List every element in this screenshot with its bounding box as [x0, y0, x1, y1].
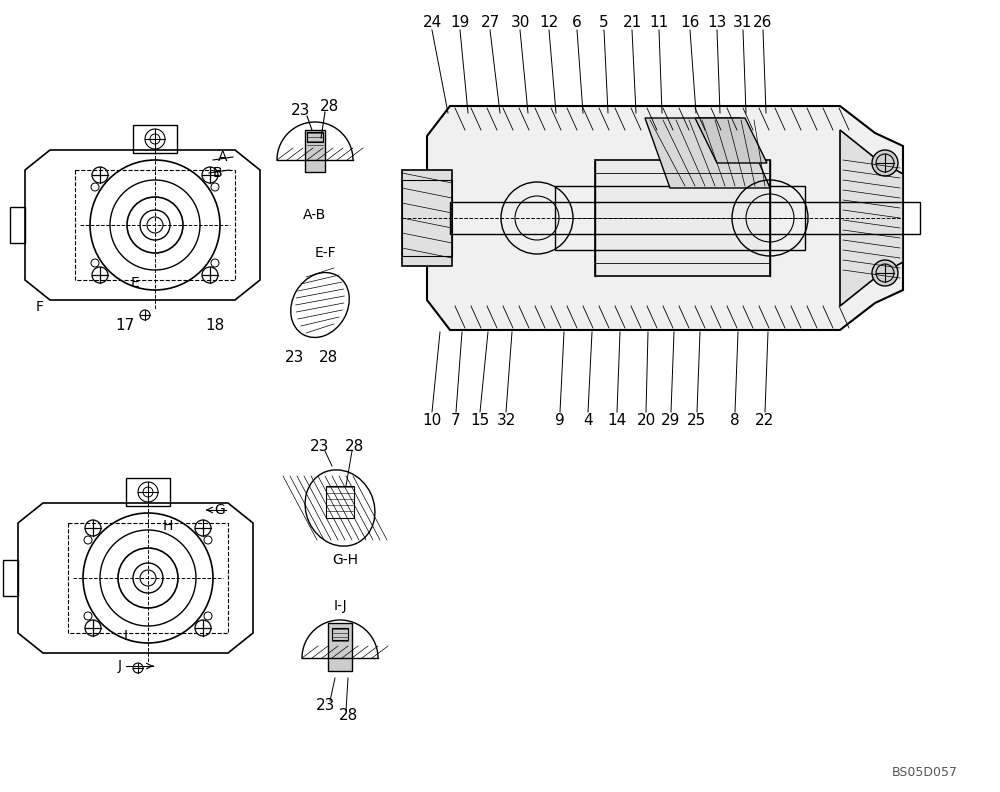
Text: 27: 27 — [480, 14, 500, 29]
Text: 10: 10 — [422, 413, 442, 428]
Text: E-F: E-F — [314, 246, 336, 260]
Polygon shape — [840, 130, 903, 306]
Polygon shape — [645, 118, 770, 188]
Text: 11: 11 — [649, 14, 669, 29]
Text: 16: 16 — [680, 14, 700, 29]
Bar — [595, 160, 770, 276]
Text: A-B: A-B — [303, 208, 327, 222]
Bar — [126, 478, 170, 506]
Polygon shape — [427, 106, 903, 330]
Ellipse shape — [305, 470, 375, 546]
Text: 28: 28 — [319, 98, 339, 113]
Text: 30: 30 — [510, 14, 530, 29]
Bar — [133, 125, 177, 153]
Text: 19: 19 — [450, 14, 470, 29]
Text: 28: 28 — [318, 349, 338, 364]
Text: 28: 28 — [338, 709, 358, 724]
Text: E: E — [131, 276, 139, 290]
Text: 24: 24 — [422, 14, 442, 29]
Bar — [10, 207, 25, 243]
Text: G: G — [215, 503, 225, 517]
Text: 23: 23 — [291, 102, 311, 117]
Text: 12: 12 — [539, 14, 559, 29]
Text: 22: 22 — [755, 413, 775, 428]
Text: 14: 14 — [607, 413, 627, 428]
Text: 20: 20 — [636, 413, 656, 428]
Bar — [68, 523, 228, 633]
Bar — [402, 170, 452, 266]
Text: 18: 18 — [205, 318, 225, 333]
Text: 5: 5 — [599, 14, 609, 29]
Circle shape — [872, 260, 898, 286]
Circle shape — [872, 150, 898, 176]
Text: 6: 6 — [572, 14, 582, 29]
Text: BS05D057: BS05D057 — [892, 766, 958, 779]
Text: 13: 13 — [707, 14, 727, 29]
Text: H: H — [163, 519, 173, 533]
Text: G-H: G-H — [332, 553, 358, 567]
Text: 31: 31 — [733, 14, 753, 29]
Bar — [326, 486, 354, 518]
Polygon shape — [18, 503, 253, 653]
Text: 4: 4 — [583, 413, 593, 428]
Polygon shape — [695, 118, 767, 163]
Text: 25: 25 — [687, 413, 707, 428]
Text: 23: 23 — [316, 699, 336, 714]
Ellipse shape — [291, 272, 349, 337]
Text: 29: 29 — [661, 413, 681, 428]
Bar — [402, 180, 452, 256]
Bar — [307, 132, 323, 142]
Bar — [305, 130, 325, 172]
Text: 32: 32 — [496, 413, 516, 428]
Text: 17: 17 — [115, 318, 135, 333]
Text: 8: 8 — [730, 413, 740, 428]
Text: 9: 9 — [555, 413, 565, 428]
Text: 7: 7 — [451, 413, 461, 428]
Bar — [75, 170, 235, 280]
Text: J: J — [118, 659, 122, 673]
Text: B: B — [212, 166, 222, 180]
Text: 26: 26 — [753, 14, 773, 29]
Text: 23: 23 — [285, 349, 305, 364]
Bar — [555, 186, 805, 250]
Bar — [450, 202, 920, 234]
Bar — [332, 628, 348, 640]
Text: 15: 15 — [470, 413, 490, 428]
Polygon shape — [25, 150, 260, 300]
Bar — [3, 560, 18, 596]
Text: I: I — [124, 629, 128, 643]
Text: 28: 28 — [344, 439, 364, 454]
Text: 23: 23 — [310, 439, 330, 454]
Bar — [328, 623, 352, 671]
Text: 21: 21 — [622, 14, 642, 29]
Text: I-J: I-J — [333, 599, 347, 613]
Text: F: F — [36, 300, 44, 314]
Text: A: A — [218, 150, 228, 164]
